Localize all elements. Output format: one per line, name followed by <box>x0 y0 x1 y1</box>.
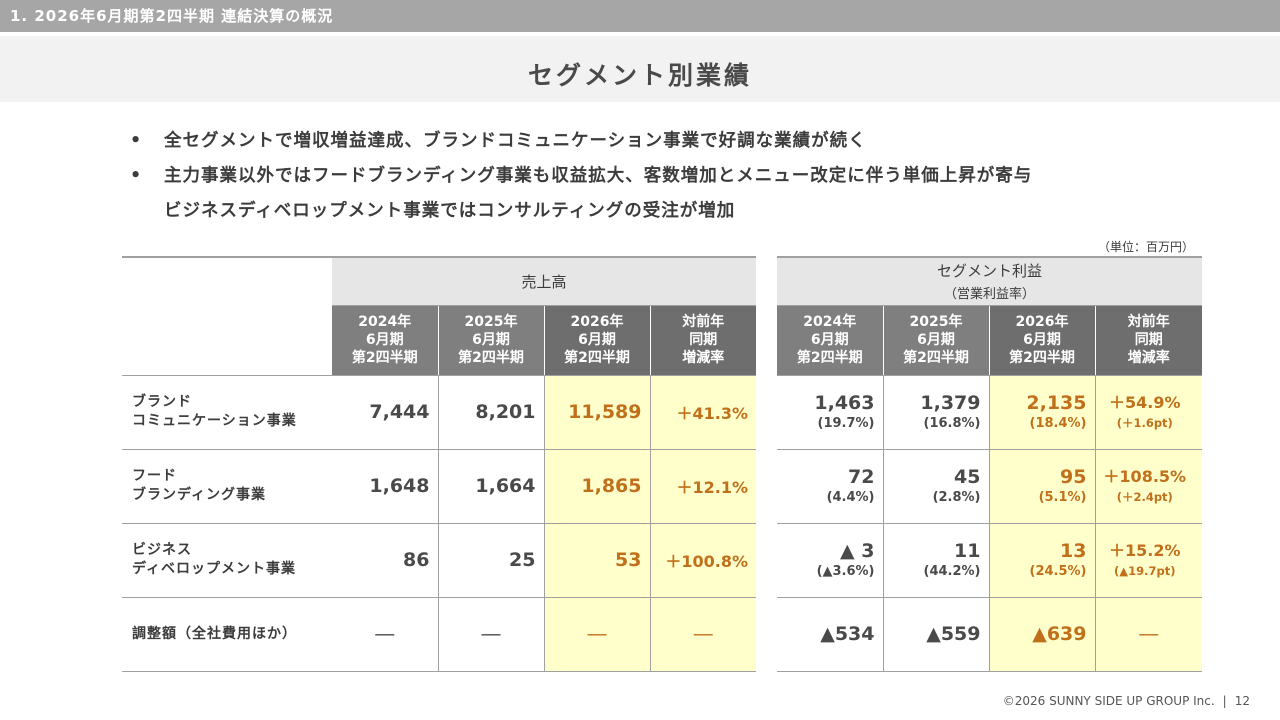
copyright: ©2026 SUNNY SIDE UP GROUP Inc. <box>1002 694 1215 708</box>
sales-cell: ― <box>437 597 544 672</box>
sales-cell: 1,664 <box>437 449 544 524</box>
sales-cell-current: ― <box>543 597 650 672</box>
sales-cell: ― <box>332 597 438 672</box>
sales-group-header: 売上高 <box>332 256 757 306</box>
column-header: 2025年 6月期 第2四半期 <box>882 305 989 376</box>
profit-cell: ▲534 <box>777 597 883 672</box>
row-label: 調整額（全社費用ほか） <box>122 597 332 672</box>
sales-change-cell: ＋12.1% <box>649 449 757 524</box>
bullet-marker: • <box>130 166 143 186</box>
column-header: 対前年 同期 増減率 <box>649 305 757 376</box>
bullet-item: • 全セグメントで増収増益達成、ブランドコミュニケーション事業で好調な業績が続く <box>130 124 1230 159</box>
unit-note: （単位：百万円） <box>1097 240 1194 254</box>
sales-cell-current: 53 <box>543 523 650 598</box>
table-row: ビジネス ディベロップメント事業 86 25 53 ＋100.8% <box>122 523 757 598</box>
column-header: 2024年 6月期 第2四半期 <box>777 305 883 376</box>
table-row: ▲534 ▲559 ▲639 ― <box>777 597 1203 672</box>
sales-cell: 86 <box>332 523 438 598</box>
profit-group-header: セグメント利益 （営業利益率） <box>777 256 1203 306</box>
sales-change-cell: ＋41.3% <box>649 375 757 450</box>
profit-change-cell: ＋15.2% (▲19.7pt) <box>1094 523 1203 598</box>
table-row: 72 (4.4%) 45 (2.8%) 95 (5.1%) ＋108.5% (＋2.4p… <box>777 449 1203 524</box>
profit-cell: ▲ 3 (▲3.6%) <box>777 523 883 598</box>
sales-cell: 25 <box>437 523 544 598</box>
bullet-text: 主力事業以外ではフードブランディング事業も収益拡大、客数増加とメニュー改定に伴う… <box>164 166 1033 186</box>
profit-cell: 72 (4.4%) <box>777 449 883 524</box>
column-header: 対前年 同期 増減率 <box>1094 305 1203 376</box>
section-header: 1. 2026年6月期第2四半期 連結決算の概況 <box>0 0 1280 32</box>
profit-cell: ▲559 <box>882 597 989 672</box>
sales-cell: 8,201 <box>437 375 544 450</box>
corner-cell <box>122 256 332 376</box>
bullet-item: • 主力事業以外ではフードブランディング事業も収益拡大、客数増加とメニュー改定に… <box>130 159 1230 229</box>
profit-change-cell: ― <box>1094 597 1203 672</box>
sales-table: 売上高 2024年 6月期 第2四半期 2025年 6月期 第2四半期 2026年 6月期… <box>122 256 757 672</box>
sales-change-cell: ― <box>649 597 757 672</box>
bullet-marker: • <box>130 131 143 151</box>
page-number: 12 <box>1234 694 1250 708</box>
profit-cell: 45 (2.8%) <box>882 449 989 524</box>
bullet-text: ビジネスディベロップメント事業ではコンサルティングの受注が増加 <box>164 201 736 221</box>
profit-cell-current: 95 (5.1%) <box>988 449 1095 524</box>
title-band <box>0 36 1280 102</box>
page-title: セグメント別業績 <box>527 61 752 90</box>
column-header: 2024年 6月期 第2四半期 <box>332 305 438 376</box>
profit-change-cell: ＋108.5% (＋2.4pt) <box>1094 449 1203 524</box>
bullet-list: • 全セグメントで増収増益達成、ブランドコミュニケーション事業で好調な業績が続く… <box>130 124 1230 229</box>
profit-cell-current: 2,135 (18.4%) <box>988 375 1095 450</box>
row-label: ブランド コミュニケーション事業 <box>122 375 332 450</box>
profit-cell: 11 (44.2%) <box>882 523 989 598</box>
profit-cell: 1,463 (19.7%) <box>777 375 883 450</box>
profit-cell: 1,379 (16.8%) <box>882 375 989 450</box>
column-header: 2026年 6月期 第2四半期 <box>988 305 1095 376</box>
table-row: フード ブランディング事業 1,648 1,664 1,865 ＋12.1% <box>122 449 757 524</box>
column-header: 2025年 6月期 第2四半期 <box>437 305 544 376</box>
table-row: 1,463 (19.7%) 1,379 (16.8%) 2,135 (18.4%) ＋… <box>777 375 1203 450</box>
bullet-text: 全セグメントで増収増益達成、ブランドコミュニケーション事業で好調な業績が続く <box>164 131 867 151</box>
profit-cell-current: ▲639 <box>988 597 1095 672</box>
footer-separator: | <box>1222 694 1227 708</box>
column-header: 2026年 6月期 第2四半期 <box>543 305 650 376</box>
row-label: フード ブランディング事業 <box>122 449 332 524</box>
table-row: 調整額（全社費用ほか） ― ― ― ― <box>122 597 757 672</box>
profit-cell-current: 13 (24.5%) <box>988 523 1095 598</box>
sales-cell-current: 1,865 <box>543 449 650 524</box>
row-label: ビジネス ディベロップメント事業 <box>122 523 332 598</box>
sales-change-cell: ＋100.8% <box>649 523 757 598</box>
footer: ©2026 SUNNY SIDE UP GROUP Inc. | 12 <box>1003 694 1250 708</box>
sales-cell-current: 11,589 <box>543 375 650 450</box>
sales-cell: 1,648 <box>332 449 438 524</box>
profit-table: セグメント利益 （営業利益率） 2024年 6月期 第2四半期 2025年 6月期 第2… <box>777 256 1203 672</box>
sales-cell: 7,444 <box>332 375 438 450</box>
profit-change-cell: ＋54.9% (＋1.6pt) <box>1094 375 1203 450</box>
table-row: ▲ 3 (▲3.6%) 11 (44.2%) 13 (24.5%) ＋15.2% (▲1… <box>777 523 1203 598</box>
table-row: ブランド コミュニケーション事業 7,444 8,201 11,589 ＋41.3… <box>122 375 757 450</box>
